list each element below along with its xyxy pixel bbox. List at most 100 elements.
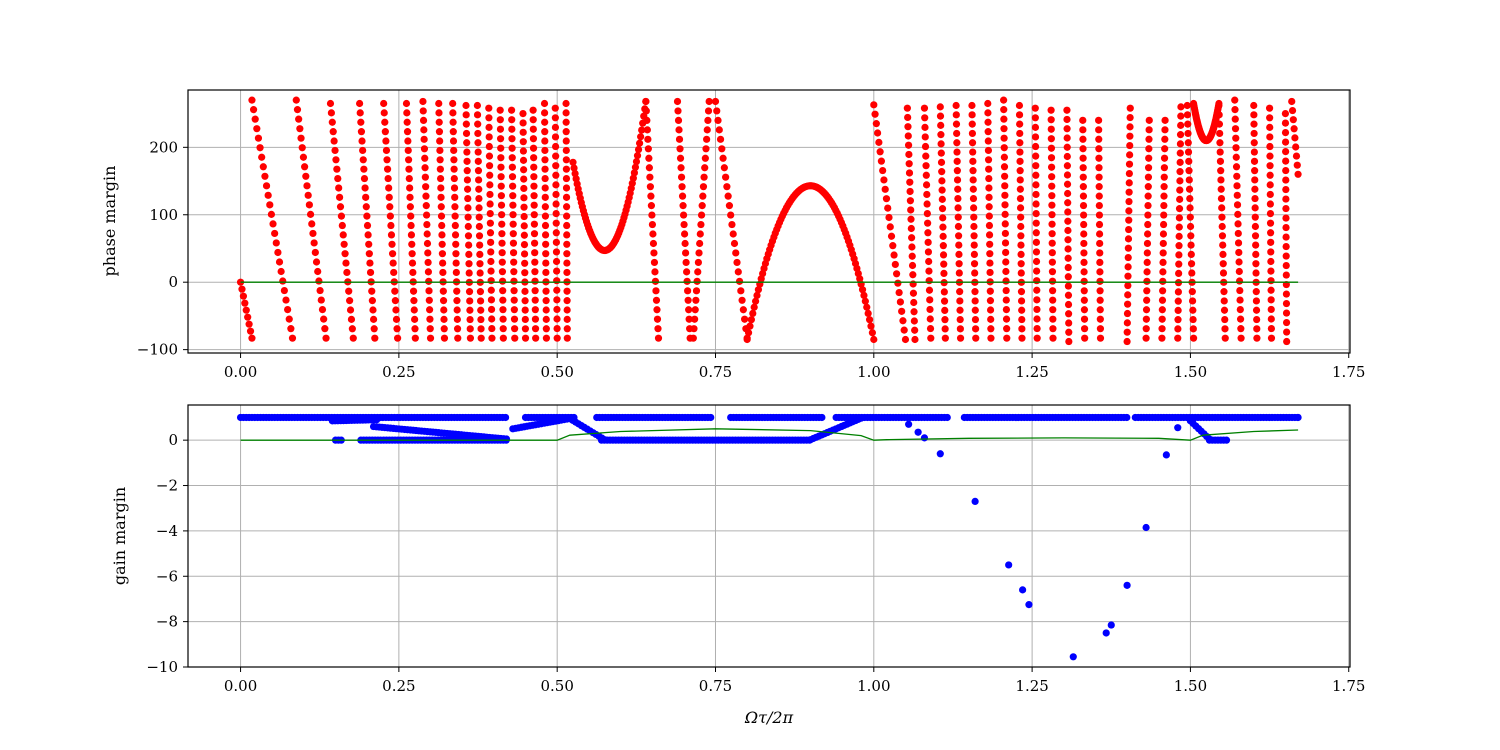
data-point (552, 152, 560, 160)
data-point (464, 204, 472, 212)
data-point (540, 99, 549, 108)
data-point (1063, 143, 1071, 151)
data-point (684, 287, 692, 295)
data-point (1216, 139, 1224, 147)
data-point (939, 232, 947, 240)
data-point (1016, 157, 1024, 165)
data-point (385, 193, 393, 201)
data-point (601, 436, 609, 444)
data-point (633, 152, 642, 160)
data-point (371, 334, 379, 342)
data-point (1252, 260, 1260, 268)
data-point (970, 250, 978, 259)
data-point (1017, 213, 1025, 221)
data-point (727, 211, 735, 219)
data-point (634, 145, 643, 154)
data-point (925, 257, 933, 266)
data-point (498, 268, 507, 276)
data-point (1124, 253, 1132, 262)
data-point (531, 306, 539, 314)
data-point (1002, 267, 1010, 276)
data-point (986, 287, 994, 295)
data-point (1095, 211, 1104, 219)
data-point (1250, 120, 1258, 128)
data-point (937, 149, 945, 157)
data-point (1217, 185, 1225, 193)
data-point (451, 221, 459, 230)
data-point (718, 145, 726, 153)
data-point (419, 116, 428, 125)
data-point (508, 125, 516, 133)
data-point (288, 334, 297, 342)
data-point (1282, 318, 1291, 327)
data-point (1294, 170, 1302, 178)
data-point (1250, 129, 1258, 138)
data-point (938, 195, 946, 203)
data-point (475, 232, 484, 240)
data-point (519, 110, 527, 118)
data-point (651, 277, 660, 285)
data-point (1048, 258, 1056, 266)
data-point (476, 288, 485, 296)
data-point (498, 258, 506, 266)
data-point (1079, 164, 1087, 172)
data-point (1176, 195, 1184, 203)
data-point (1281, 138, 1290, 146)
data-point (881, 185, 889, 193)
data-point (485, 114, 493, 122)
y-tick-label: 100 (149, 206, 178, 224)
data-point (1174, 297, 1182, 305)
data-point (1185, 185, 1194, 193)
data-point (1282, 233, 1290, 241)
data-point (1282, 271, 1290, 279)
data-point (317, 296, 325, 304)
data-point (1251, 213, 1259, 221)
data-point (486, 200, 494, 208)
data-point (499, 296, 507, 304)
data-point (1220, 297, 1228, 305)
data-point (1184, 139, 1192, 147)
data-point (1079, 173, 1087, 181)
data-point (279, 277, 287, 285)
data-point (519, 147, 528, 155)
data-point (541, 165, 549, 173)
data-point (248, 334, 256, 342)
data-point (1079, 135, 1087, 143)
data-point (904, 113, 912, 122)
data-point (426, 315, 434, 323)
data-point (955, 232, 963, 240)
data-point (463, 185, 472, 193)
data-point (650, 249, 658, 257)
data-point (1063, 106, 1071, 114)
data-point (373, 416, 381, 424)
data-point (890, 251, 898, 259)
data-point (510, 268, 518, 276)
data-point (695, 249, 703, 257)
data-point (722, 173, 730, 181)
data-point (1161, 145, 1169, 153)
data-point (345, 287, 353, 295)
data-point (1266, 190, 1274, 199)
data-point (1233, 182, 1241, 190)
data-point (906, 197, 915, 205)
data-point (677, 164, 685, 172)
data-point (1125, 197, 1133, 206)
data-point (936, 112, 945, 120)
data-point (475, 194, 483, 203)
data-point (714, 116, 722, 125)
data-point (871, 110, 879, 118)
data-point (986, 240, 994, 248)
data-point (699, 192, 707, 200)
data-point (682, 249, 690, 257)
data-point (1047, 116, 1055, 124)
data-point (1144, 192, 1152, 200)
data-point (971, 306, 979, 314)
data-point (475, 185, 483, 193)
data-point (1142, 315, 1150, 323)
data-point (1292, 152, 1301, 160)
data-point (1096, 258, 1104, 267)
data-point (1175, 269, 1183, 277)
data-point (1142, 325, 1150, 333)
data-point (910, 317, 918, 325)
data-point (497, 163, 505, 171)
